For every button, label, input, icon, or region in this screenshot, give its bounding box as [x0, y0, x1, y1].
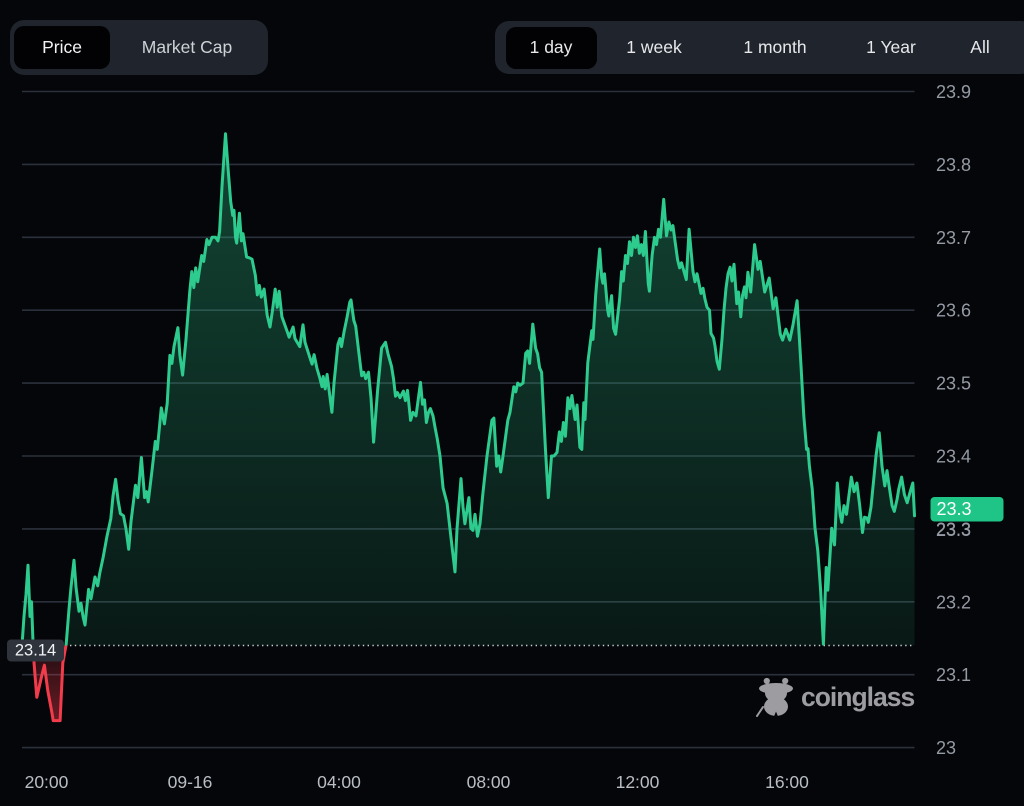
- svg-text:23.7: 23.7: [936, 228, 971, 248]
- svg-text:16:00: 16:00: [765, 772, 809, 792]
- svg-text:20:00: 20:00: [25, 772, 69, 792]
- svg-text:coinglass: coinglass: [801, 682, 915, 712]
- svg-text:23.14: 23.14: [15, 642, 56, 660]
- svg-text:08:00: 08:00: [467, 772, 511, 792]
- svg-text:23.9: 23.9: [936, 82, 971, 102]
- svg-text:23.1: 23.1: [936, 665, 971, 685]
- svg-text:23.4: 23.4: [936, 447, 971, 467]
- svg-text:09-16: 09-16: [168, 772, 213, 792]
- svg-text:23.2: 23.2: [936, 592, 971, 612]
- svg-text:23.8: 23.8: [936, 155, 971, 175]
- svg-text:23.6: 23.6: [936, 301, 971, 321]
- svg-text:23.3: 23.3: [937, 499, 972, 519]
- svg-text:23.3: 23.3: [936, 519, 971, 539]
- svg-text:04:00: 04:00: [317, 772, 361, 792]
- svg-text:23.3: 23.3: [936, 520, 971, 540]
- svg-text:23: 23: [936, 738, 956, 758]
- svg-text:12:00: 12:00: [616, 772, 660, 792]
- svg-text:23.5: 23.5: [936, 374, 971, 394]
